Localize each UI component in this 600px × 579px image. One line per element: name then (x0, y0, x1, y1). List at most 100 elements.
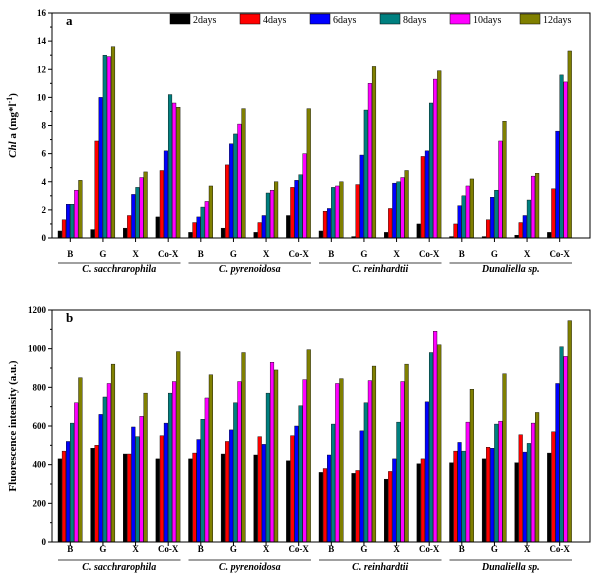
bar-10days-11 (433, 78, 438, 239)
y-tick-label: 0 (42, 537, 47, 547)
bar-4days-5 (225, 164, 230, 239)
legend-label: 12days (543, 15, 571, 26)
bar-2days-14 (514, 462, 519, 543)
category-label: B (328, 249, 334, 259)
bar-4days-1 (94, 140, 99, 239)
category-label: X (132, 249, 139, 259)
bar-12days-9 (371, 66, 377, 239)
category-label: G (491, 249, 498, 259)
bar-4days-3 (159, 435, 164, 543)
bar-6days-2 (131, 194, 136, 239)
legend-label: 2days (193, 15, 216, 26)
bar-4days-7 (290, 435, 295, 543)
bar-8days-12 (461, 450, 466, 543)
bar-12days-8 (339, 181, 344, 239)
bar-6days-7 (294, 425, 299, 543)
bar-2days-5 (220, 227, 226, 239)
bar-2days-13 (481, 458, 487, 543)
bar-10days-9 (367, 380, 372, 543)
bar-4days-8 (322, 211, 328, 239)
y-tick-label: 1000 (28, 344, 47, 354)
bar-12days-4 (208, 185, 213, 239)
bar-8days-6 (265, 192, 270, 239)
bar-8days-1 (102, 54, 107, 239)
bar-12days-1 (110, 363, 116, 543)
bar-8days-3 (167, 94, 173, 239)
bar-6days-9 (359, 430, 364, 543)
legend-swatch-6days (309, 13, 331, 25)
chart-panel-a: 0 2 4 6 8 10 12 14 16 B G X Co-X B G X Co-X B G X Co-X B G X Co-… (5, 8, 591, 275)
category-label: X (263, 544, 270, 554)
bar-2days-6 (253, 454, 258, 543)
bar-10days-9 (367, 83, 372, 239)
bar-8days-8 (331, 423, 336, 543)
bar-2days-5 (220, 453, 226, 543)
bar-6days-14 (522, 215, 527, 239)
bar-8days-15 (559, 74, 564, 239)
bar-4days-5 (225, 441, 230, 543)
bar-10days-14 (530, 175, 536, 239)
bar-8days-6 (265, 392, 270, 543)
category-label: Co-X (288, 249, 309, 259)
bar-2days-3 (155, 458, 160, 543)
bar-6days-11 (424, 150, 429, 239)
bar-12days-3 (176, 107, 181, 239)
bar-12days-11 (437, 344, 442, 543)
bar-12days-7 (306, 349, 311, 543)
bar-4days-2 (127, 215, 132, 239)
bar-8days-0 (70, 204, 75, 239)
bar-2days-9 (351, 473, 356, 543)
bar-8days-9 (363, 109, 368, 239)
group-label: C. pyrenoidosa (219, 264, 281, 275)
bar-10days-3 (172, 381, 177, 543)
bar-12days-9 (371, 365, 377, 543)
category-label: Co-X (419, 544, 440, 554)
plot-frame (51, 12, 591, 239)
bar-2days-2 (123, 227, 128, 239)
bar-12days-0 (78, 377, 83, 543)
y-tick-label: 14 (37, 36, 47, 46)
bar-4days-9 (355, 184, 360, 239)
bar-10days-15 (563, 356, 568, 543)
bar-12days-11 (437, 70, 442, 239)
bar-10days-3 (172, 102, 177, 239)
legend-swatch-2days (169, 13, 191, 25)
bar-6days-4 (196, 439, 201, 543)
bar-10days-13 (498, 420, 503, 543)
y-tick-label: 600 (33, 421, 47, 431)
bar-12days-14 (535, 173, 540, 239)
y-axis-title-text: a (mg*l (7, 103, 19, 141)
plot-frame (51, 309, 591, 543)
y-tick-label: 12 (37, 64, 47, 74)
bar-10days-7 (302, 379, 307, 543)
bar-4days-15 (551, 431, 556, 543)
bar-4days-10 (388, 208, 393, 239)
bar-12days-4 (208, 374, 213, 543)
y-axis-title: Chl a (mg*l-1) (5, 93, 20, 158)
category-label: B (198, 249, 204, 259)
bar-6days-1 (98, 414, 103, 543)
category-label: X (524, 544, 531, 554)
bar-8days-5 (233, 402, 238, 543)
group-label: C. sacchrarophila (82, 562, 156, 573)
bar-6days-11 (424, 401, 429, 543)
bar-6days-0 (66, 204, 71, 239)
bar-6days-5 (229, 429, 234, 543)
y-tick-label: 4 (42, 177, 47, 187)
bar-6days-1 (98, 97, 103, 239)
bar-10days-8 (335, 185, 340, 239)
category-label: X (393, 544, 400, 554)
bar-8days-4 (200, 419, 205, 543)
bar-8days-11 (428, 102, 434, 239)
bar-12days-13 (502, 373, 507, 543)
bar-12days-0 (78, 180, 83, 239)
bar-10days-2 (139, 177, 144, 239)
bar-12days-3 (176, 351, 181, 543)
category-label: B (459, 249, 465, 259)
category-label: X (524, 249, 531, 259)
bar-8days-5 (233, 133, 238, 239)
bar-10days-13 (498, 140, 503, 239)
bar-10days-7 (302, 153, 307, 239)
bar-4days-11 (420, 156, 425, 239)
